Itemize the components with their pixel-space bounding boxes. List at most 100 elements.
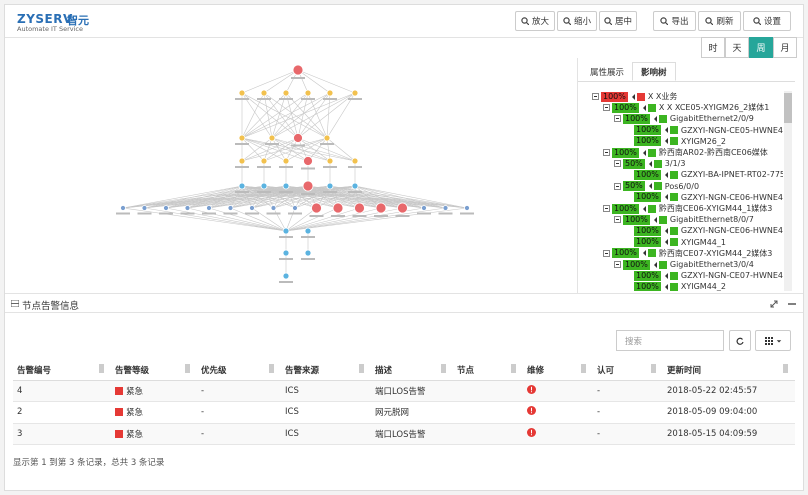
tree-node[interactable]: 100% GigabitEthernet3/0/4 [614,259,754,270]
toolbar-button[interactable]: 导出 [653,11,696,31]
scroll-thumb[interactable] [784,93,792,123]
column-header[interactable]: 维修 [523,360,593,381]
tree-toggle[interactable] [614,182,621,190]
tree-node[interactable]: 100% 黔西南AR02-黔西南CE06媒体 [603,147,768,158]
side-tab[interactable]: 影响树 [632,62,676,81]
button-label: 居中 [614,17,632,27]
tree-label: X X XCE05-XYIGM26_2媒体1 [658,103,770,113]
toolbar-button[interactable]: 设置 [743,11,791,31]
refresh-button[interactable] [729,330,751,351]
tree-node[interactable]: 100% X X业务 [592,91,677,102]
graph-node [464,205,470,211]
tree-node[interactable]: 50% 3/1/3 [614,158,685,169]
table-row[interactable]: 2 紧急 - ICS 网元脱网 -2018-05-09 09:04:00 [13,401,795,424]
tree-toggle[interactable] [603,149,610,156]
tree-arrow [646,160,652,167]
node-label [257,98,271,100]
tree-node[interactable]: 100% GigabitEthernet8/0/7 [614,214,754,225]
impact-tree: 100% X X业务 100% X X XCE05-XYIGM26_2媒体1 100% G… [578,91,783,291]
side-tab[interactable]: 属性展示 [590,67,625,78]
tree-status [653,182,662,191]
button-icon [563,17,571,25]
graph-edge [285,92,299,139]
column-header[interactable]: 描述 [371,360,453,381]
time-tab[interactable]: 时 [701,37,725,58]
logo-cn: 智元 [67,14,89,27]
graph-node [292,64,304,76]
time-tab[interactable]: 周 [749,37,773,58]
tree-toggle[interactable] [603,205,610,212]
tree-toggle[interactable] [614,115,621,123]
tree-status [669,282,678,291]
graph-node [282,182,290,190]
graph-edge [326,92,331,139]
tree-toggle[interactable] [603,104,610,112]
graph-edge [241,137,265,162]
toolbar-button[interactable]: 放大 [515,11,555,31]
column-header[interactable]: 认可 [593,360,663,381]
tree-node[interactable]: 100% XYIGM44_2 [625,281,726,291]
graph-node [421,205,427,211]
tree-status [669,238,678,247]
cell-repair [523,401,593,424]
tree-node[interactable]: 100% GigabitEthernet2/0/9 [614,113,754,124]
tree-toggle[interactable] [614,216,621,224]
graph-edge [165,207,287,232]
graph-edge [273,185,356,209]
graph-edge [263,137,273,162]
tree-node[interactable]: 100% 黔西南CE07-XYIGM44_2媒体3 [603,248,772,259]
tree-node[interactable]: 100% GZXYI-NGN-CE07-HWNE40E-X8 [625,270,783,281]
toolbar-button[interactable]: 刷新 [698,11,741,31]
graph-edge [297,69,356,94]
tree-node[interactable]: 100% GZXYI-NGN-CE05-HWNE40E [625,125,783,136]
tree-toggle[interactable] [614,160,621,168]
column-header[interactable]: 告警编号 [13,360,111,381]
node-label [288,212,302,215]
toolbar-button[interactable]: 居中 [599,11,637,31]
panel-controls[interactable] [770,300,798,308]
column-header[interactable]: 更新时间 [663,360,795,381]
scrollbar[interactable] [784,91,792,291]
cell-id: 3 [13,423,111,445]
tree-node[interactable]: 100% GZXYI-NGN-CE06-HWNE40E [625,225,783,236]
tree-toggle[interactable] [592,93,599,100]
graph-edge [271,92,331,139]
column-header[interactable]: 优先级 [197,360,281,381]
tree-node[interactable]: 100% XYIGM44_1 [625,237,726,248]
search-input[interactable]: 搜索 [616,330,724,351]
tree-arrow [640,104,646,111]
level-text: 紧急 [126,429,144,440]
tree-node[interactable]: 100% GZXYI-BA-IPNET-RT02-7750SR12 [625,169,783,180]
toolbar-button[interactable]: 缩小 [557,11,597,31]
table-row[interactable]: 4 紧急 - ICS 端口LOS告警 -2018-05-22 02:45:57 [13,380,795,402]
table-row[interactable]: 3 紧急 - ICS 端口LOS告警 -2018-05-15 04:09:59 [13,423,795,445]
tree-toggle[interactable] [614,261,621,268]
graph-node [120,205,126,211]
column-header[interactable]: 告警来源 [281,360,371,381]
tree-label: 黔西南CE06-XYIGM44_1媒体3 [658,204,773,213]
tree-percent: 100% [623,259,650,270]
tree-node[interactable]: 100% 黔西南CE06-XYIGM44_1媒体3 [603,203,772,214]
time-tab[interactable]: 月 [773,37,797,58]
node-label [266,212,281,215]
node-label [331,215,345,217]
tree-label: 黔西南CE07-XYIGM44_2媒体3 [658,248,773,258]
node-label [417,212,431,215]
cell-updated: 2018-05-22 02:45:57 [663,380,795,402]
tree-node[interactable]: 100% X X XCE05-XYIGM26_2媒体1 [603,102,769,113]
node-label [235,166,249,168]
tree-arrow [640,205,646,212]
column-header[interactable]: 告警等级 [111,360,197,381]
graph-edge [122,207,287,232]
columns-button[interactable] [755,330,791,351]
tree-node[interactable]: 50% Pos6/0/0 [614,181,699,192]
node-label [348,166,362,168]
tree-node[interactable]: 100% GZXYI-NGN-CE06-HWNE40E [625,192,783,203]
tree-arrow [646,183,652,190]
tree-node[interactable]: 100% XYIGM26_2 [625,136,726,147]
graph-edge [271,137,287,162]
time-tab[interactable]: 天 [725,37,749,58]
button-label: 刷新 [716,17,734,27]
column-header[interactable]: 节点 [453,360,523,381]
tree-toggle[interactable] [603,249,610,257]
